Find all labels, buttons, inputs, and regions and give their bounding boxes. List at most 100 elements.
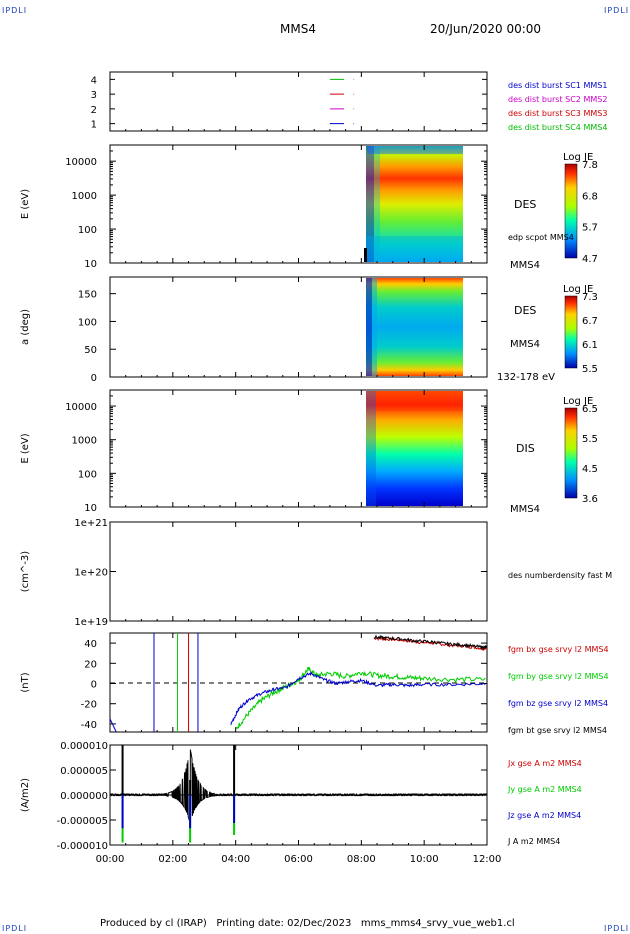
y-tick-label: 10 <box>84 503 97 514</box>
y-tick-label: 10 <box>84 259 97 270</box>
j-legend-label: Jz gse A m2 MMS4 <box>507 811 581 820</box>
y-tick-label: 1e+19 <box>74 617 108 628</box>
colorbar-tick-label: 7.8 <box>582 160 598 171</box>
y-tick-label: 100 <box>78 225 97 236</box>
x-tick-label: 06:00 <box>284 854 313 865</box>
b-series-line <box>235 666 486 730</box>
y-tick-label: -40 <box>81 720 97 731</box>
footer: Produced by cl (IRAP) Printing date: 02/… <box>100 918 515 929</box>
y-tick-label: 40 <box>84 639 97 650</box>
y-tick-label: 100 <box>78 469 97 480</box>
corner-label-top-left: IPDLI <box>2 6 28 15</box>
j-legend-label: J A m2 MMS4 <box>507 837 560 846</box>
pitch-angle-image <box>366 278 463 376</box>
panel-burst-frame <box>109 71 488 132</box>
panel-label-des: DES <box>514 198 536 211</box>
x-tick-label: 04:00 <box>221 854 250 865</box>
panel-label-des: DES <box>514 304 536 317</box>
y-tick-label: -0.000010 <box>57 841 108 852</box>
colorbar-title: Log JE <box>563 396 593 407</box>
colorbar-tick-label: 6.5 <box>582 404 598 415</box>
colorbar-tick-label: 7.3 <box>582 292 598 303</box>
y-tick-label: 0.000005 <box>60 766 108 777</box>
y-axis-label: a (deg) <box>20 309 31 345</box>
y-tick-label: 150 <box>78 290 97 301</box>
x-tick-label: 02:00 <box>158 854 187 865</box>
panel-label-mms4: MMS4 <box>510 504 540 515</box>
colorbar-tick-label: 5.5 <box>582 434 598 445</box>
corner-label-bottom-left: IPDLI <box>2 924 28 933</box>
y-tick-label: 10000 <box>65 402 97 413</box>
b-legend-label: fgm bz gse srvy l2 MMS4 <box>508 699 608 708</box>
x-tick-label: 12:00 <box>473 854 502 865</box>
y-tick-label: 0.000000 <box>60 791 108 802</box>
j-legend-label: Jx gse A m2 MMS4 <box>507 759 582 768</box>
colorbar-tick-label: 5.5 <box>582 364 598 375</box>
footer-printing-date: Printing date: 02/Dec/2023 <box>216 918 352 929</box>
y-axis-label: (A/m2) <box>20 778 31 812</box>
burst-legend-label: des dist burst SC2 MMS2 <box>508 95 607 104</box>
des-spectrogram-image <box>364 146 463 262</box>
colorbar-tick-label: 6.7 <box>582 316 598 327</box>
dis-spectrogram-image <box>366 391 463 506</box>
j-series-line <box>109 749 488 824</box>
header-date: 20/Jun/2020 00:00 <box>430 22 542 36</box>
corner-label-bottom-right: IPDLI <box>604 924 630 933</box>
colorbar-des-pitch <box>564 295 578 369</box>
colorbar-title: Log JE <box>563 284 593 295</box>
y-axis-label: (nT) <box>20 672 31 692</box>
burst-legend-label: des dist burst SC4 MMS4 <box>508 123 607 132</box>
colorbar-tick-label: 5.7 <box>582 223 598 234</box>
y-tick-label: 10000 <box>65 157 97 168</box>
b-series-line <box>109 718 117 733</box>
colorbar-tick-label: 4.5 <box>582 464 598 475</box>
colorbar-tick-label: 3.6 <box>582 494 598 505</box>
y-tick-label: 1000 <box>72 191 97 202</box>
b-legend-label: fgm bx gse srvy l2 MMS4 <box>508 645 609 654</box>
b-legend-label: fgm by gse srvy l2 MMS4 <box>508 672 609 681</box>
b-legend-label: fgm bt gse srvy l2 MMS4 <box>508 726 607 735</box>
panel-label-scpot: edp scpot MMS4 <box>508 233 574 242</box>
y-tick-label: 0.000010 <box>60 741 108 752</box>
y-tick-label: 100 <box>78 317 97 328</box>
x-tick-label: 08:00 <box>347 854 376 865</box>
y-axis-label: E (eV) <box>20 189 31 219</box>
colorbar-tick-label: 6.1 <box>582 340 598 351</box>
panel-label-dis: DIS <box>516 442 535 455</box>
colorbar-des-energy <box>564 163 578 259</box>
y-tick-label: 1e+21 <box>74 518 108 529</box>
b-series-line <box>230 670 486 725</box>
y-axis-label: E (eV) <box>20 433 31 463</box>
density-legend-label: des numberdensity fast M <box>508 571 612 580</box>
y-tick-label: 3 <box>91 90 97 101</box>
header-spacecraft: MMS4 <box>280 22 316 36</box>
y-tick-label: 1 <box>91 120 97 131</box>
panel-label-mms4: MMS4 <box>510 339 540 350</box>
j-legend-label: Jy gse A m2 MMS4 <box>507 785 582 794</box>
y-tick-label: 20 <box>84 659 97 670</box>
y-tick-label: 50 <box>84 345 97 356</box>
colorbar-title: Log JE <box>563 152 593 163</box>
burst-legend-label: des dist burst SC1 MMS1 <box>508 81 607 90</box>
footer-produced-by: Produced by cl (IRAP) <box>100 918 207 929</box>
y-tick-label: 0 <box>91 373 97 384</box>
y-tick-label: 1000 <box>72 436 97 447</box>
panel-density-frame <box>109 521 488 622</box>
y-tick-label: -0.000005 <box>57 816 108 827</box>
corner-label-top-right: IPDLI <box>604 6 630 15</box>
b-series-line <box>373 634 487 650</box>
footer-script-name: mms_mms4_srvy_vue_web1.cl <box>360 918 515 929</box>
y-axis-label: (cm^-3) <box>20 551 31 592</box>
colorbar-tick-label: 6.8 <box>582 191 598 202</box>
burst-legend-label: des dist burst SC3 MMS3 <box>508 109 607 118</box>
y-tick-label: 1e+20 <box>74 568 108 579</box>
y-tick-label: 4 <box>91 75 97 86</box>
x-tick-label: 10:00 <box>410 854 439 865</box>
y-tick-label: 0 <box>91 680 97 691</box>
colorbar-tick-label: 4.7 <box>582 254 598 265</box>
panel-label-energy-range: 132-178 eV <box>497 372 555 383</box>
y-tick-label: 2 <box>91 105 97 116</box>
x-tick-label: 00:00 <box>96 854 125 865</box>
panel-label-mms4: MMS4 <box>510 260 540 271</box>
